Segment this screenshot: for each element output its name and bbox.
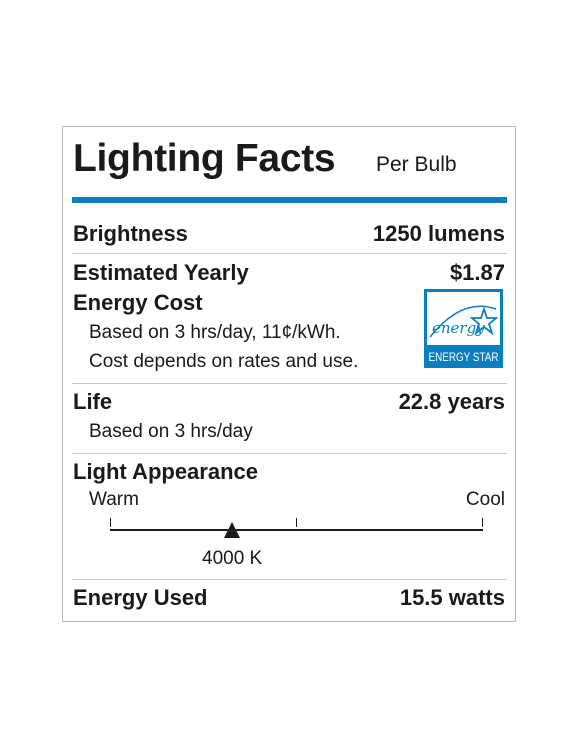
energy-star-arc	[429, 305, 497, 338]
divider	[72, 383, 507, 384]
energy-cost-label-line2: Energy Cost	[73, 290, 203, 315]
energy-cost-value: $1.87	[449, 260, 505, 285]
energy-cost-note-depends: Cost depends on rates and use.	[89, 351, 359, 372]
color-temperature-marker	[224, 522, 240, 538]
label-subtitle: Per Bulb	[376, 153, 457, 176]
energy-used-label: Energy Used	[73, 585, 208, 610]
divider	[72, 579, 507, 580]
appearance-value: 4000 K	[202, 548, 263, 569]
energy-star-badge-text: ENERGY STAR	[429, 352, 499, 364]
energy-star-script: energy	[432, 319, 485, 337]
energy-star-logo: energy ENERGY STAR	[424, 289, 503, 368]
label-title: Lighting Facts	[73, 137, 336, 180]
scale-tick-cool	[482, 518, 483, 527]
energy-cost-note-rate: Based on 3 hrs/day, 11¢/kWh.	[89, 322, 341, 343]
appearance-cool-label: Cool	[465, 489, 505, 510]
color-temperature-scale	[110, 529, 483, 531]
life-value: 22.8 years	[398, 389, 505, 414]
divider	[72, 253, 507, 254]
life-note: Based on 3 hrs/day	[89, 421, 253, 442]
appearance-warm-label: Warm	[89, 489, 139, 510]
brightness-label: Brightness	[73, 221, 188, 246]
energy-used-value: 15.5 watts	[399, 585, 505, 610]
divider	[72, 453, 507, 454]
brightness-value: 1250 lumens	[372, 221, 505, 246]
life-label: Life	[73, 389, 113, 414]
star-icon	[469, 306, 499, 336]
appearance-label: Light Appearance	[73, 459, 258, 484]
scale-tick-warm	[110, 518, 111, 527]
title-rule	[72, 197, 507, 203]
scale-tick-mid	[296, 518, 297, 527]
lighting-facts-label: Lighting Facts Per Bulb Brightness 1250 …	[62, 126, 516, 622]
energy-cost-label-line1: Estimated Yearly	[73, 260, 249, 285]
